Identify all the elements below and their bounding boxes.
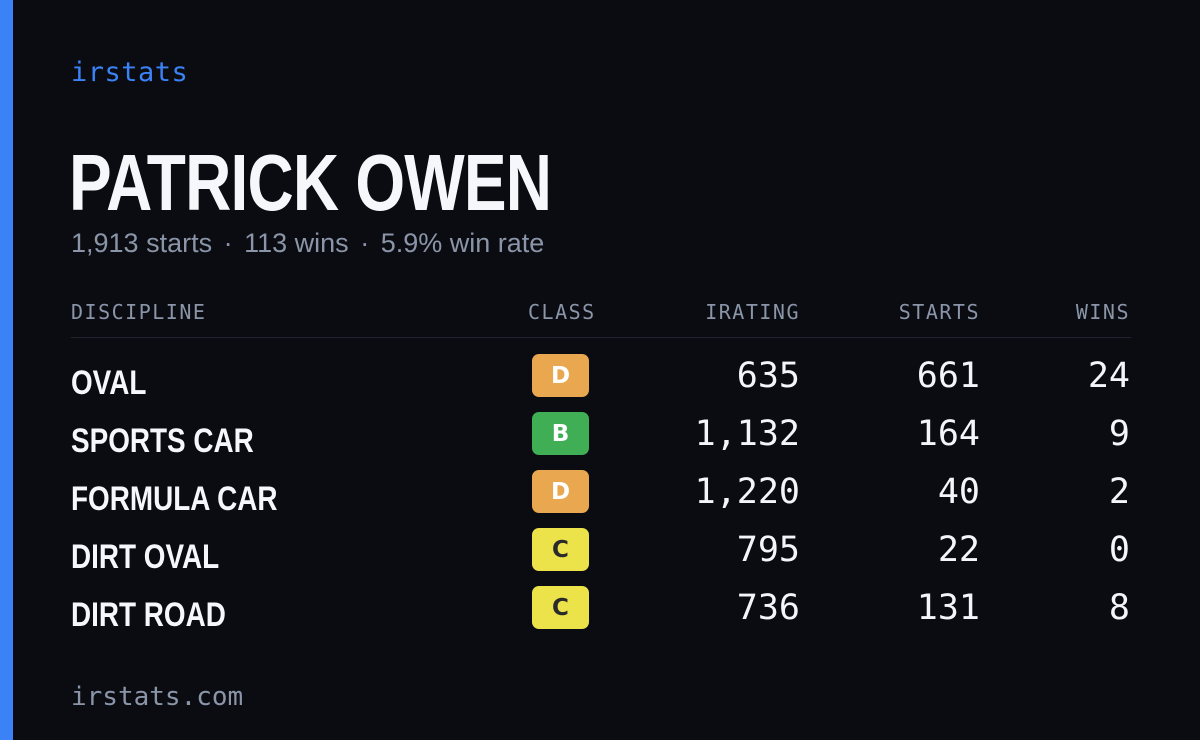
wins-value: 8 (1108, 588, 1130, 628)
column-header-irating: IRATING (705, 300, 800, 324)
discipline-name: DIRT ROAD (71, 596, 226, 634)
column-header-discipline: DISCIPLINE (71, 300, 207, 324)
table-row: SPORTS CAR B 1,132 164 9 (71, 410, 1131, 468)
player-summary: 1,913 starts · 113 wins · 5.9% win rate (71, 228, 544, 259)
footer-domain[interactable]: irstats.com (71, 682, 244, 712)
class-badge: D (532, 470, 589, 513)
column-header-wins: WINS (1075, 300, 1130, 324)
wins-value: 24 (1087, 356, 1130, 396)
starts-value: 661 (916, 356, 980, 396)
discipline-name: FORMULA CAR (71, 480, 278, 518)
total-wins: 113 wins (244, 228, 349, 258)
starts-value: 40 (937, 472, 980, 512)
column-header-class: CLASS (528, 300, 596, 324)
discipline-name: DIRT OVAL (71, 538, 220, 576)
irating-value: 1,132 (694, 414, 800, 454)
column-header-starts: STARTS (898, 300, 980, 324)
discipline-name: OVAL (71, 364, 147, 402)
separator-dot: · (360, 228, 370, 258)
wins-value: 9 (1108, 414, 1130, 454)
irating-value: 635 (736, 356, 800, 396)
class-badge: C (532, 586, 589, 629)
class-badge: C (532, 528, 589, 571)
stats-table-header: DISCIPLINE CLASS IRATING STARTS WINS (71, 300, 1131, 338)
irating-value: 795 (736, 530, 800, 570)
wins-value: 2 (1108, 472, 1130, 512)
separator-dot: · (223, 228, 233, 258)
irating-value: 1,220 (694, 472, 800, 512)
class-badge: B (532, 412, 589, 455)
wins-value: 0 (1108, 530, 1130, 570)
total-starts: 1,913 starts (71, 228, 213, 258)
starts-value: 22 (937, 530, 980, 570)
player-name: PATRICK OWEN (69, 138, 552, 227)
irating-value: 736 (736, 588, 800, 628)
table-row: FORMULA CAR D 1,220 40 2 (71, 468, 1131, 526)
starts-value: 131 (916, 588, 980, 628)
brand-logo[interactable]: irstats (71, 57, 189, 88)
table-row: DIRT ROAD C 736 131 8 (71, 584, 1131, 642)
table-row: OVAL D 635 661 24 (71, 352, 1131, 410)
discipline-name: SPORTS CAR (71, 422, 254, 460)
stats-table-body: OVAL D 635 661 24 SPORTS CAR B 1,132 164… (71, 352, 1131, 642)
class-badge: D (532, 354, 589, 397)
table-row: DIRT OVAL C 795 22 0 (71, 526, 1131, 584)
accent-bar (0, 0, 13, 740)
starts-value: 164 (916, 414, 980, 454)
win-rate: 5.9% win rate (380, 228, 545, 258)
